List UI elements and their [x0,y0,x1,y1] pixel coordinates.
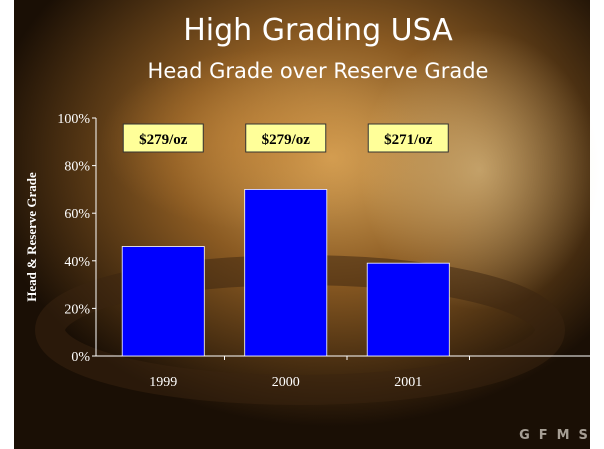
y-tick-label: 40% [64,255,90,270]
x-tick-label: 1999 [149,375,177,390]
annotation: $271/oz [384,132,433,148]
x-tick-label: 2000 [272,375,300,390]
bar [245,189,327,356]
chart-subtitle: Head Grade over Reserve Grade [148,59,489,83]
y-axis-label: Head & Reserve Grade [24,172,39,302]
y-tick-label: 20% [64,302,90,317]
y-tick-label: 100% [57,112,90,127]
page: {"chart_data": {"type": "bar", "title": … [0,0,604,449]
bar [122,247,204,356]
chart: High Grading USA Head Grade over Reserve… [0,0,604,449]
y-tick-label: 80% [64,160,90,175]
y-tick-label: 0% [71,350,90,365]
annotation: $279/oz [139,132,188,148]
chart-title: High Grading USA [183,13,453,48]
x-tick-label: 2001 [394,375,422,390]
annotation: $279/oz [262,132,311,148]
y-tick-label: 60% [64,207,90,222]
logo: GFMS [519,428,597,443]
bar [367,263,449,356]
